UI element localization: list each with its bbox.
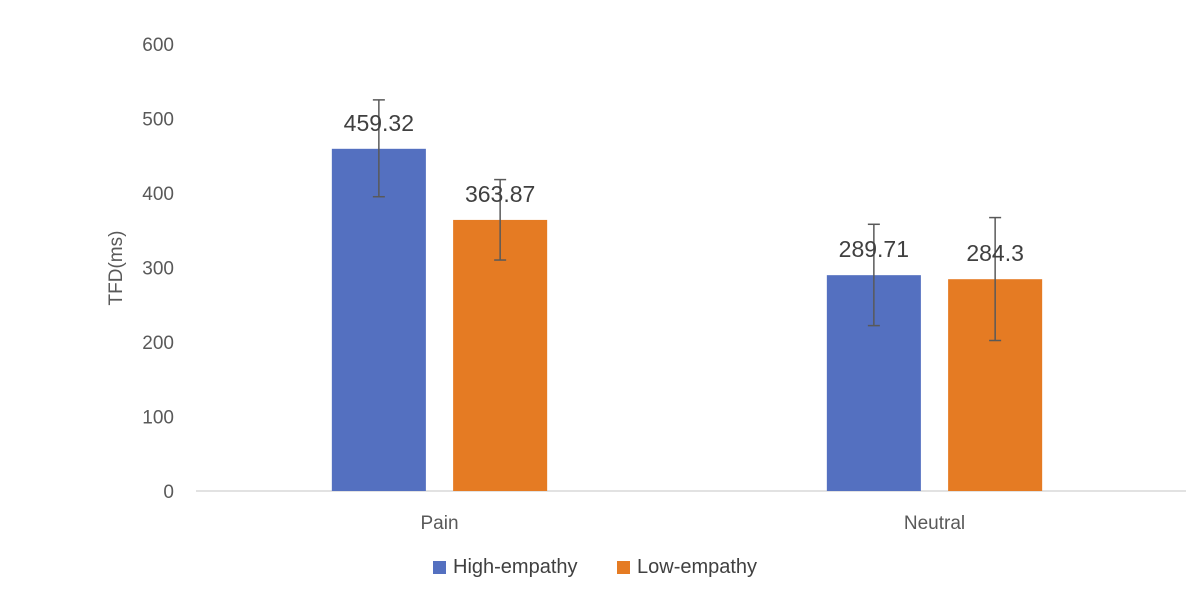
y-tick-label: 600	[142, 35, 174, 56]
data-label: 363.87	[465, 181, 535, 207]
y-tick-label: 200	[142, 333, 174, 354]
data-labels-group: 459.32 363.87 289.71 284.3	[344, 110, 1024, 266]
data-label: 289.71	[839, 236, 909, 262]
bar-high-empathy-pain	[331, 148, 426, 492]
legend-swatch-high-empathy	[433, 561, 446, 574]
error-bars-group	[372, 99, 1002, 342]
category-label: Pain	[420, 513, 458, 534]
bar-low-empathy-pain	[453, 219, 548, 491]
legend-label-low-empathy: Low-empathy	[637, 556, 757, 578]
category-label: Neutral	[904, 513, 965, 534]
y-tick-label: 500	[142, 110, 174, 131]
y-axis-ticks: 0 100 200 300 400 500 600	[142, 35, 174, 503]
legend-label-high-empathy: High-empathy	[453, 556, 578, 578]
category-labels: Pain Neutral	[420, 513, 965, 534]
y-tick-label: 300	[142, 259, 174, 280]
y-tick-label: 0	[163, 482, 174, 503]
y-tick-label: 400	[142, 184, 174, 205]
data-label: 284.3	[966, 240, 1024, 266]
bars-group	[331, 148, 1043, 492]
legend: High-empathy Low-empathy	[433, 556, 757, 578]
y-axis-title: TFD(ms)	[106, 231, 127, 306]
y-tick-label: 100	[142, 408, 174, 429]
data-label: 459.32	[344, 110, 414, 136]
legend-swatch-low-empathy	[617, 561, 630, 574]
